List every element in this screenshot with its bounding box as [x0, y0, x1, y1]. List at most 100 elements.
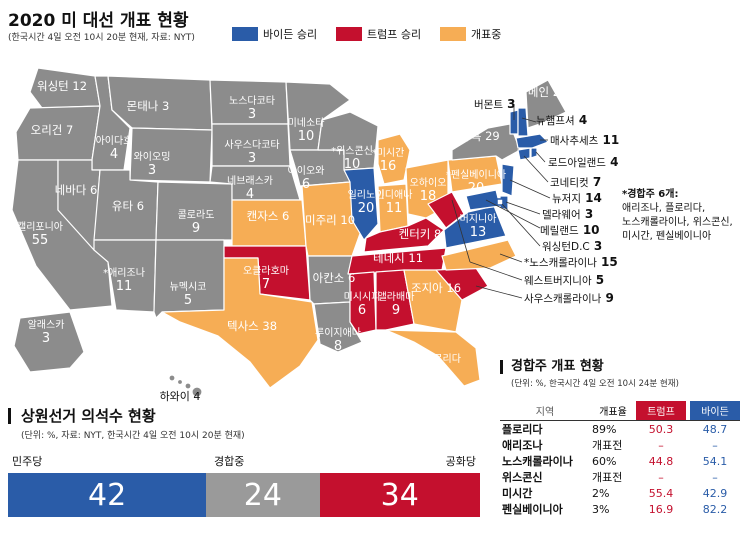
state-maine: [525, 79, 567, 129]
map-label-10: 뉴멕시코 5: [170, 281, 207, 308]
swing-row-biden: 42.9: [702, 486, 728, 500]
senate-rep-segment: 34: [319, 473, 480, 517]
state-rhode-island: [530, 147, 538, 159]
map-label-11: 노스다코타 3: [229, 95, 275, 122]
east-label-11: 사우스캐롤라이나 9: [524, 291, 614, 305]
legend-counting-label: 개표중: [471, 28, 502, 41]
swing-row-rate: 개표전: [592, 471, 623, 484]
map-label-0: 워싱턴 12: [37, 79, 87, 93]
swing-subtitle: (단위: %, 한국시간 4일 오전 10시 24분 현재): [511, 379, 679, 389]
table-row: 플로리다 89% 50.3 48.7: [500, 421, 740, 438]
leader-lines: [451, 104, 551, 299]
map-label-34: 버지니아 13: [460, 213, 497, 240]
note-title: *경합주 6개:: [622, 189, 679, 200]
swing-table: 지역 개표율 트럼프 바이든 플로리다 89% 50.3 48.7 애리조나 개표전 – – 노…: [500, 401, 740, 517]
map-label-19: 미주리 10: [305, 213, 355, 227]
map-label-6: 와이오밍 3: [134, 151, 171, 178]
map-label-26: 오하이오 18: [410, 176, 447, 204]
swing-state-note: *경합주 6개: 애리조나, 플로리다, 노스캐롤라이나, 위스콘신, 미시간,…: [622, 188, 733, 244]
swing-row-rate: 60%: [592, 454, 617, 468]
table-row: 노스캐롤라이나 60% 44.8 54.1: [500, 453, 740, 469]
swing-row-trump: –: [658, 470, 664, 484]
map-label-group: 워싱턴 12 오리건 7 캘리포니아 55 아이다호 4 네바다 6 몬태나 3 와이오밍 3 유타…: [17, 79, 560, 403]
senate-labels: 민주당 경합중 공화당: [8, 453, 480, 469]
legend-counting-swatch: [440, 27, 466, 41]
state-hawaii: [168, 374, 203, 398]
state-new-york: [451, 123, 521, 161]
state-michigan: [377, 133, 411, 185]
state-alaska: [13, 311, 85, 373]
legend-biden: 바이든 승리: [232, 26, 317, 42]
swing-row-biden: –: [712, 470, 718, 484]
senate-title: 상원선거 의석수 현황: [8, 408, 480, 424]
swing-title: 경합주 개표 현황: [500, 360, 740, 374]
east-label-8: 워싱턴D.C 3: [542, 239, 602, 253]
header-rate: 개표율: [599, 407, 627, 418]
map-label-3: 아이다호 4: [96, 135, 133, 162]
state-massachusetts: [515, 133, 549, 149]
swing-row-biden: 48.7: [702, 422, 728, 436]
swing-row-biden: 82.2: [702, 502, 728, 516]
map-label-5: 몬태나 3: [127, 99, 170, 113]
swing-row-biden: –: [712, 438, 718, 452]
map-label-18: 아이오와 6: [288, 165, 325, 192]
state-illinois: [343, 167, 379, 241]
east-label-5: 뉴저지 14: [552, 191, 602, 205]
map-label-4: 네바다 6: [55, 183, 98, 197]
swing-row-biden: 54.1: [702, 454, 728, 468]
swing-row-name: 미시간: [502, 487, 533, 500]
state-kansas: [231, 199, 307, 247]
state-virginia: [443, 205, 507, 249]
swing-row-trump: –: [658, 438, 664, 452]
map-label-13: 네브래스카 4: [227, 175, 273, 202]
swing-row-trump: 44.8: [648, 454, 674, 468]
senate-section: 상원선거 의석수 현황 (단위: %, 자료: NYT, 한국시간 4일 오전 …: [8, 408, 480, 538]
note-line: 애리조나, 플로리다,: [622, 203, 706, 214]
swing-row-trump: 16.9: [648, 502, 674, 516]
swing-section: 경합주 개표 현황 (단위: %, 한국시간 4일 오전 10시 24분 현재)…: [500, 360, 740, 517]
swing-row-name: 펜실베이니아: [502, 503, 563, 516]
senate-dem-segment: 42: [8, 473, 207, 517]
map-label-20: 아칸소 6: [313, 271, 356, 285]
table-row: 위스콘신 개표전 – –: [500, 469, 740, 485]
table-row: 애리조나 개표전 – –: [500, 437, 740, 453]
legend-trump-label: 트럼프 승리: [367, 28, 422, 41]
map-label-17: 미네소타 10: [288, 117, 325, 144]
swing-row-name: 위스콘신: [502, 471, 543, 484]
swing-row-name: 플로리다: [502, 423, 543, 436]
swing-row-rate: 3%: [592, 502, 610, 516]
map-label-37: 알래스카 3: [28, 319, 65, 346]
page-subtitle: (한국시간 4일 오전 10시 20분 현재, 자료: NYT): [8, 33, 195, 43]
swing-row-rate: 개표전: [592, 439, 623, 452]
note-line: 노스캐롤라이나, 위스콘신,: [622, 217, 733, 228]
map-label-2: 캘리포니아 55: [17, 221, 63, 248]
map-label-30: 앨라배마 9: [378, 290, 415, 318]
dc-marker: [496, 198, 504, 206]
swing-row-name: 노스캐롤라이나: [502, 455, 573, 468]
east-label-group: 버몬트 3 뉴햄프셔 4 매사추세츠 11 로드아일랜드 4 코네티컷 7 뉴저지 14 델…: [474, 97, 619, 305]
map-label-23: 일리노이 20: [348, 189, 385, 216]
map-label-7: 유타 6: [112, 199, 144, 213]
map-label-32: *플로리다 29: [419, 353, 461, 380]
senate-rep-label: 공화당: [445, 455, 476, 468]
map-label-12: 사우스다코타 3: [224, 139, 279, 166]
senate-dem-label: 민주당: [12, 455, 43, 468]
swing-row-rate: 89%: [592, 422, 617, 436]
state-north-carolina: [441, 239, 517, 271]
swing-row-name: 애리조나: [502, 439, 543, 452]
map-label-31: 조지아 16: [411, 281, 461, 295]
map-label-38: 하와이 4: [160, 389, 201, 403]
east-label-7: 메릴랜드 10: [540, 223, 600, 237]
map-label-9: 콜로라도 9: [178, 209, 215, 236]
legend-counting: 개표중: [440, 26, 501, 42]
east-label-0: 버몬트 3: [474, 97, 516, 111]
swing-row-trump: 50.3: [648, 422, 674, 436]
senate-subtitle: (단위: %, 자료: NYT, 한국시간 4일 오전 10시 20분 현재): [21, 431, 245, 441]
map-label-24: *미시간 16: [372, 147, 405, 174]
state-texas: [161, 257, 319, 389]
map-label-8: *애리조나 11: [103, 267, 145, 294]
map-label-15: 오클라호마 7: [243, 265, 289, 292]
east-label-6: 델라웨어 3: [542, 207, 593, 221]
east-label-9: *노스캐롤라이나 15: [524, 255, 618, 269]
legend-biden-swatch: [232, 27, 258, 41]
